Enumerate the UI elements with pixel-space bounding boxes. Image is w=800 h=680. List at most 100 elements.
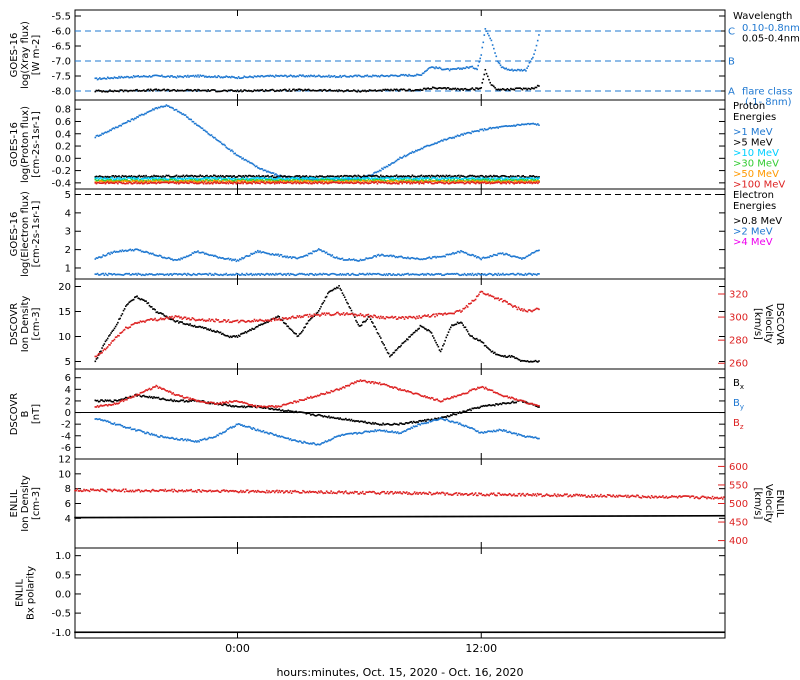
y2-axis-label-line: Velocity [763,304,774,343]
data-point [263,320,266,323]
data-point [235,90,238,93]
data-point [222,320,224,323]
data-point [219,331,222,334]
data-point [121,249,124,251]
data-point [224,182,226,184]
data-point [191,252,194,254]
data-point [394,256,397,259]
data-point [218,75,221,78]
data-point [404,155,407,158]
data-point [159,175,162,178]
data-point [471,299,474,302]
data-point [251,319,253,322]
data-point [414,329,417,332]
data-point [242,177,244,179]
data-point [236,180,239,182]
data-point [220,181,223,183]
data-point [495,178,497,181]
data-point [351,75,354,78]
data-point [121,76,124,79]
data-point [503,67,505,69]
data-point [375,178,378,181]
data-point [350,181,353,184]
data-point [155,74,158,77]
data-point [525,255,528,258]
data-point [446,313,449,315]
data-point [317,179,320,181]
data-point [121,274,124,276]
data-point [141,250,144,253]
data-point [454,181,457,184]
data-point [478,61,481,63]
data-point [447,87,450,89]
data-point [253,274,256,276]
data-point [179,400,181,402]
data-point [494,177,496,179]
data-point [139,273,142,276]
data-point [488,178,491,180]
data-point [490,39,493,42]
data-point [179,180,181,182]
data-point [456,87,459,90]
data-point [268,274,270,276]
data-point [491,179,494,181]
data-point [316,75,319,78]
data-point [341,182,344,185]
data-point [349,274,352,276]
data-point [398,316,400,319]
data-point [516,182,519,184]
data-point [330,255,332,257]
data-point [389,273,391,275]
data-point [346,178,348,181]
data-point [178,110,180,113]
data-point [289,176,292,179]
data-point [316,89,319,92]
data-point [417,175,419,178]
data-point [325,312,328,314]
data-point [174,182,177,184]
data-point [305,180,308,183]
data-point [339,179,341,182]
data-point [413,150,416,153]
data-point [447,253,450,256]
data-point [385,182,388,184]
data-point [262,75,265,78]
data-point [291,180,294,183]
data-point [425,88,427,91]
data-point [275,253,277,256]
data-point [528,361,531,363]
data-point [242,257,244,260]
data-point [149,181,152,184]
data-point [171,106,173,109]
data-point [521,123,523,126]
data-point [391,315,393,318]
data-point [95,355,98,358]
data-point [145,179,147,182]
data-point [241,157,243,160]
data-point [190,180,193,182]
data-point [428,329,431,332]
data-point [426,329,428,332]
data-point [286,255,288,258]
data-point [425,181,427,183]
data-point [434,87,436,89]
data-point [103,177,106,179]
data-point [320,314,322,316]
data-point [520,273,522,275]
data-point [172,89,174,91]
data-point [182,180,185,182]
data-point [337,90,339,93]
data-point [184,179,187,181]
data-point [520,87,523,90]
data-point [454,87,457,90]
data-point [368,272,371,275]
data-point [184,89,187,92]
data-point [189,273,191,276]
data-point [464,177,467,180]
data-point [303,314,305,317]
data-point [199,178,202,180]
data-point [246,320,249,322]
data-point [511,181,513,184]
data-point [269,171,272,174]
data-point [537,273,539,275]
